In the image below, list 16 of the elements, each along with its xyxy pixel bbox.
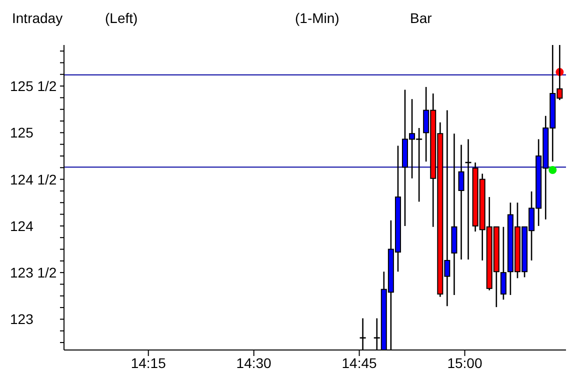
x-tick-label: 14:45 bbox=[342, 354, 378, 371]
y-tick-label: 124 1/2 bbox=[10, 171, 57, 188]
text: Bar bbox=[410, 10, 432, 26]
y-tick-label: 125 1/2 bbox=[10, 78, 57, 94]
x-tick-label: 15:00 bbox=[447, 354, 482, 371]
y-tick-label: 123 1/2 bbox=[10, 264, 57, 281]
text: (1-Min) bbox=[295, 10, 340, 26]
candlestick bbox=[458, 144, 464, 260]
x-tick-label: 14:15 bbox=[130, 354, 166, 371]
y-tick-label: 124 bbox=[10, 218, 34, 234]
y-tick-label: 125 bbox=[10, 124, 34, 141]
y-tick-label: 123 bbox=[10, 311, 34, 328]
candlestick bbox=[500, 226, 506, 300]
text: (Left) bbox=[105, 10, 138, 26]
chart-title: Intraday bbox=[12, 10, 63, 26]
x-tick-label: 14:30 bbox=[236, 354, 272, 371]
